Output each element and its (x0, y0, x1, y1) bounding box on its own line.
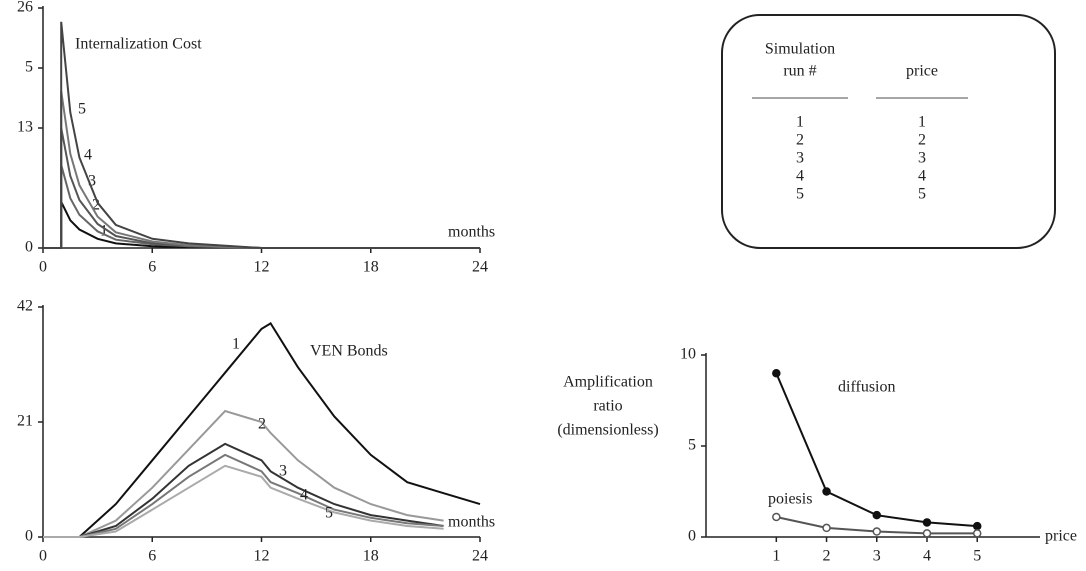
point (772, 368, 781, 378)
table-cell: 5 (918, 186, 926, 203)
series-label: 5 (78, 101, 86, 118)
series-label: 1 (100, 223, 108, 240)
series-label: 4 (300, 487, 308, 504)
x-axis-label: months (448, 514, 495, 531)
table-header: run # (783, 63, 816, 80)
table-cell: 1 (918, 114, 926, 131)
series-label: 5 (325, 505, 333, 522)
x-tick-label: 24 (472, 259, 488, 276)
x-tick-label: 0 (39, 259, 47, 276)
table-cell: 3 (796, 150, 804, 167)
x-tick-label: 6 (148, 548, 156, 565)
point (872, 510, 882, 520)
x-tick-label: 12 (254, 259, 270, 276)
y-tick-label: 42 (17, 298, 33, 315)
x-tick-label: 24 (472, 548, 488, 565)
series-label: diffusion (838, 379, 895, 396)
y-tick-label: 5 (25, 59, 33, 76)
x-tick-label: 2 (823, 548, 831, 565)
x-tick-label: 0 (39, 548, 47, 565)
point (922, 529, 932, 538)
table-header: price (906, 63, 938, 80)
y-tick-label: 0 (688, 528, 696, 545)
series-line (43, 90, 480, 249)
series-line (43, 442, 444, 538)
x-tick-label: 18 (363, 259, 379, 276)
y-axis-label: ratio (593, 398, 622, 415)
y-tick-label: 13 (17, 119, 33, 136)
y-tick-label: 26 (17, 0, 33, 16)
point (872, 527, 882, 536)
x-tick-label: 4 (923, 548, 931, 565)
x-tick-label: 18 (363, 548, 379, 565)
series-line (43, 127, 480, 249)
series-line (43, 453, 444, 538)
point (972, 529, 982, 538)
x-tick-label: 1 (772, 548, 780, 565)
table-cell: 3 (918, 150, 926, 167)
series-label: 4 (84, 147, 92, 164)
y-tick-label: 21 (17, 413, 33, 430)
point (972, 521, 982, 531)
x-tick-label: 3 (873, 548, 881, 565)
series-label: poiesis (768, 491, 812, 508)
table-cell: 1 (796, 114, 804, 131)
x-axis-label: months (448, 224, 495, 241)
series-line (43, 21, 480, 249)
table-cell: 5 (796, 186, 804, 203)
chart-title: Internalization Cost (75, 36, 202, 53)
point (772, 512, 781, 522)
series-label: 3 (279, 463, 287, 480)
y-tick-label: 0 (25, 239, 33, 256)
table-cell: 4 (918, 168, 926, 185)
point (822, 523, 831, 533)
table-cell: 2 (918, 132, 926, 149)
point (822, 487, 831, 496)
y-tick-label: 10 (680, 346, 696, 363)
series-label: 1 (232, 336, 240, 353)
y-axis-label: Amplification (563, 374, 653, 391)
table-frame (721, 14, 1056, 249)
series-label: 3 (88, 173, 96, 190)
table-cell: 2 (796, 132, 804, 149)
x-tick-label: 6 (148, 259, 156, 276)
series-line (43, 409, 444, 538)
table-header: Simulation (765, 41, 835, 58)
series-label: 2 (92, 197, 100, 214)
y-tick-label: 5 (688, 437, 696, 454)
series-line (43, 164, 480, 249)
x-tick-label: 5 (973, 548, 981, 565)
series-line (43, 464, 444, 538)
point (922, 518, 932, 527)
y-axis-label: (dimensionless) (557, 422, 658, 439)
chart-title: VEN Bonds (310, 343, 388, 360)
series-label: 2 (258, 416, 266, 433)
y-tick-label: 0 (25, 528, 33, 545)
table-cell: 4 (796, 168, 804, 185)
x-axis-label: price (1045, 528, 1077, 545)
series-line (43, 322, 481, 538)
x-tick-label: 12 (254, 548, 270, 565)
